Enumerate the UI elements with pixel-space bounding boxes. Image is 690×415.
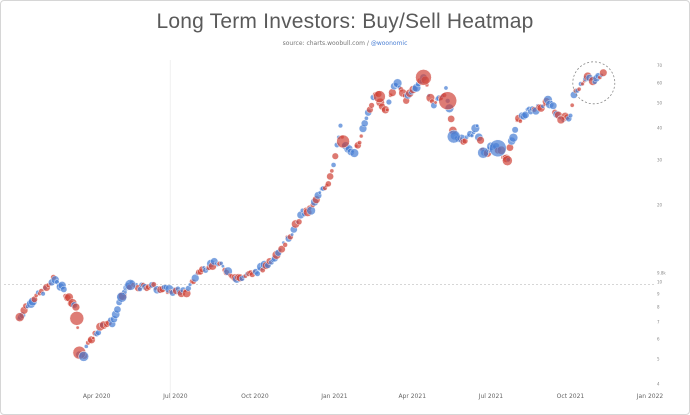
- sell-bubble: [359, 133, 364, 139]
- sell-bubble: [295, 218, 303, 226]
- sell-bubble: [388, 88, 397, 97]
- x-tick-label: Jan 2021: [320, 393, 348, 400]
- highlight-circle: [572, 61, 616, 105]
- sell-bubble: [569, 102, 575, 108]
- buy-bubble: [78, 351, 89, 362]
- sell-bubble: [433, 100, 438, 105]
- sell-bubble: [75, 325, 80, 330]
- buy-bubble: [218, 261, 224, 266]
- buy-bubble: [191, 273, 200, 283]
- buy-bubble: [337, 123, 343, 129]
- sell-bubble: [150, 281, 157, 288]
- x-tick-label: Apr 2020: [83, 393, 111, 400]
- source-handle[interactable]: @woonomic: [370, 40, 408, 47]
- y-tick-label: 8: [657, 304, 660, 309]
- buy-bubble: [306, 206, 316, 216]
- buy-bubble: [349, 148, 359, 158]
- sell-bubble: [438, 91, 457, 110]
- buy-bubble: [549, 101, 558, 110]
- buy-bubble: [364, 116, 369, 121]
- buy-bubble: [221, 264, 225, 269]
- y-tick-label: 60: [657, 80, 663, 85]
- x-axis: Apr 2020 Jul 2020 Oct 2020 Jan 2021 Apr 2021…: [83, 60, 663, 400]
- sell-bubble: [325, 180, 332, 188]
- x-tick-label: Apr 2021: [398, 393, 426, 400]
- y-tick-label: 70: [657, 63, 663, 68]
- sell-bubble: [385, 107, 390, 112]
- source-site: charts.woobull.com: [306, 40, 365, 47]
- buy-bubble: [443, 85, 449, 91]
- buy-bubble: [360, 119, 369, 128]
- sell-bubble: [576, 86, 582, 92]
- y-tick-label: 40: [657, 125, 663, 130]
- buy-bubble: [385, 99, 392, 106]
- chart-title: Long Term Investors: Buy/Sell Heatmap: [156, 10, 534, 33]
- buy-bubble: [511, 126, 519, 134]
- sell-bubble: [415, 69, 432, 86]
- y-tick-label: 4: [657, 382, 660, 387]
- buy-bubble: [521, 111, 530, 119]
- buy-bubble: [254, 270, 261, 277]
- sell-bubble: [476, 136, 485, 145]
- buy-bubble: [489, 139, 507, 157]
- buy-bubble: [475, 123, 480, 128]
- buy-bubble: [330, 162, 337, 168]
- sell-bubble: [329, 168, 335, 174]
- reference-line-group: 9.8k: [4, 270, 666, 285]
- buy-bubble: [40, 291, 46, 297]
- y-tick-label: 5: [657, 357, 660, 362]
- y-tick-label: 20: [657, 203, 663, 208]
- sell-bubble: [447, 115, 455, 123]
- buy-bubble: [508, 133, 518, 143]
- x-tick-label: Oct 2020: [241, 393, 269, 400]
- sell-bubble: [69, 311, 85, 326]
- y-tick-label: 50: [657, 101, 663, 106]
- x-tick-label: Oct 2021: [557, 393, 585, 400]
- sell-bubble: [357, 140, 362, 146]
- sell-bubble: [71, 303, 80, 312]
- bubble-series: [14, 68, 608, 362]
- x-tick-label: Jul 2021: [478, 393, 504, 400]
- sell-bubble: [599, 68, 608, 77]
- buy-bubble: [317, 190, 322, 195]
- buy-bubble: [290, 232, 294, 237]
- buy-bubble: [124, 279, 137, 291]
- buy-bubble: [567, 113, 573, 119]
- sell-bubble: [91, 336, 96, 340]
- sell-bubble: [502, 155, 513, 166]
- sell-bubble: [331, 152, 339, 160]
- buy-bubble: [116, 292, 127, 303]
- y-tick-label: 9: [657, 291, 660, 296]
- x-tick-label: Jan 2022: [636, 393, 664, 400]
- buy-bubble: [113, 305, 122, 314]
- buy-bubble: [477, 146, 489, 159]
- source-prefix: source:: [282, 40, 307, 47]
- sell-bubble: [277, 245, 286, 254]
- y-tick-label: 7: [657, 319, 660, 324]
- sell-bubble: [368, 102, 375, 109]
- sell-bubble: [14, 312, 25, 322]
- buy-bubble: [446, 129, 461, 144]
- y-tick-label: 10: [657, 280, 663, 285]
- y-tick-label: 30: [657, 157, 663, 162]
- buy-bubble: [60, 286, 68, 293]
- reference-line-label: 9.8k: [657, 270, 666, 275]
- chart-source: source: charts.woobull.com / @woonomic: [0, 40, 690, 47]
- sell-bubble: [518, 118, 523, 124]
- highlight-group: [572, 61, 616, 105]
- source-separator: /: [365, 40, 371, 47]
- sell-bubble: [326, 172, 334, 181]
- x-tick-label: Jul 2020: [162, 393, 188, 400]
- sell-bubble: [282, 242, 288, 248]
- sell-bubble: [336, 134, 350, 149]
- y-axis: 4 5 6 7 8 9 10 20 30 40 50 60 70: [657, 63, 663, 386]
- y-tick-label: 6: [657, 336, 660, 341]
- sell-bubble: [373, 90, 386, 103]
- sell-bubble: [556, 115, 566, 125]
